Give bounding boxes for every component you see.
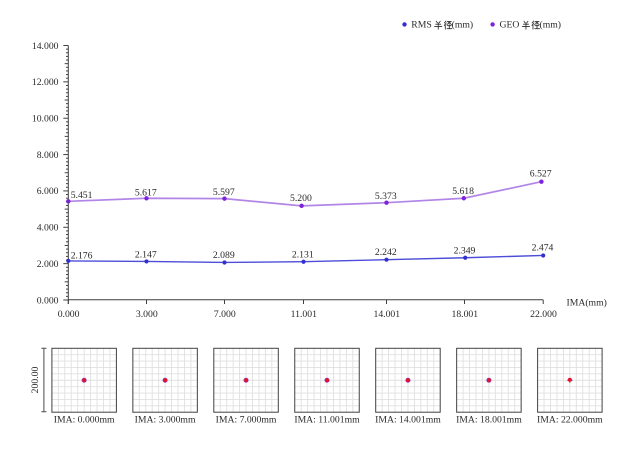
svg-text:0.000: 0.000 bbox=[58, 309, 80, 320]
svg-text:22.000: 22.000 bbox=[530, 309, 557, 320]
svg-text:5.200: 5.200 bbox=[290, 193, 312, 204]
svg-text:IMA: 22.000mm: IMA: 22.000mm bbox=[537, 415, 603, 426]
svg-text:2.131: 2.131 bbox=[292, 250, 314, 261]
svg-text:0.000: 0.000 bbox=[37, 295, 59, 306]
svg-text:5.618: 5.618 bbox=[452, 186, 474, 197]
svg-text:14.000: 14.000 bbox=[32, 41, 59, 52]
svg-text:5.373: 5.373 bbox=[375, 191, 397, 202]
svg-text:14.001: 14.001 bbox=[373, 309, 400, 320]
svg-text:11.001: 11.001 bbox=[291, 309, 317, 320]
svg-text:IMA: 18.001mm: IMA: 18.001mm bbox=[456, 415, 522, 426]
svg-text:8.000: 8.000 bbox=[37, 150, 59, 161]
svg-text:5.597: 5.597 bbox=[213, 187, 235, 198]
svg-text:6.527: 6.527 bbox=[530, 168, 552, 179]
svg-text:2.176: 2.176 bbox=[71, 251, 93, 262]
svg-text:5.451: 5.451 bbox=[71, 190, 93, 201]
svg-text:IMA: 3.000mm: IMA: 3.000mm bbox=[135, 415, 196, 426]
svg-text:2.474: 2.474 bbox=[532, 242, 554, 253]
svg-text:6.000: 6.000 bbox=[37, 186, 59, 197]
svg-text:(mm): (mm) bbox=[452, 20, 474, 31]
svg-text:18.001: 18.001 bbox=[451, 309, 478, 320]
svg-text:2.147: 2.147 bbox=[135, 249, 157, 260]
svg-text:IMA: 7.000mm: IMA: 7.000mm bbox=[216, 415, 277, 426]
svg-text:2.089: 2.089 bbox=[213, 250, 235, 261]
svg-text:IMA: 11.001mm: IMA: 11.001mm bbox=[294, 415, 360, 426]
svg-text:200.00: 200.00 bbox=[30, 367, 41, 394]
svg-text:IMA: 0.000mm: IMA: 0.000mm bbox=[54, 415, 115, 426]
svg-text:RMS: RMS bbox=[411, 20, 431, 31]
svg-text:GEO: GEO bbox=[500, 20, 520, 31]
svg-text:5.617: 5.617 bbox=[135, 187, 157, 198]
svg-text:(mm): (mm) bbox=[540, 20, 562, 31]
svg-text:12.000: 12.000 bbox=[32, 77, 59, 88]
svg-text:10.000: 10.000 bbox=[32, 114, 59, 125]
svg-text:IMA(mm): IMA(mm) bbox=[567, 298, 607, 309]
svg-text:IMA: 14.001mm: IMA: 14.001mm bbox=[375, 415, 441, 426]
svg-text:3.000: 3.000 bbox=[136, 309, 158, 320]
svg-text:2.349: 2.349 bbox=[454, 245, 476, 256]
svg-text:2.242: 2.242 bbox=[375, 247, 397, 258]
svg-text:4.000: 4.000 bbox=[37, 223, 59, 234]
svg-text:7.000: 7.000 bbox=[214, 309, 236, 320]
svg-text:2.000: 2.000 bbox=[37, 259, 59, 270]
